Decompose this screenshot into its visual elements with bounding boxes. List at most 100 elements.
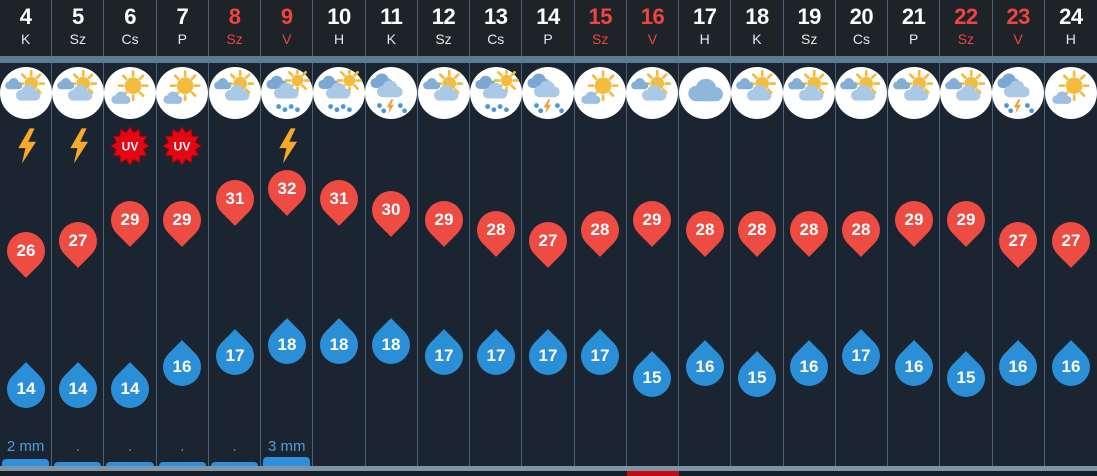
day-header: 23 V: [992, 0, 1044, 56]
low-temp-marker: 14: [50, 362, 105, 416]
low-temp-marker: 14: [0, 362, 53, 416]
sun-cloud-icon: [163, 70, 201, 104]
weather-icon-circle[interactable]: [521, 67, 574, 119]
weather-icon-circle[interactable]: [313, 67, 366, 119]
low-temp-value: 17: [225, 346, 245, 365]
low-temp-value: 15: [956, 368, 976, 387]
weather-icon-circle[interactable]: [365, 67, 418, 119]
weather-icon-circle[interactable]: [1044, 67, 1097, 119]
weather-icon-circle[interactable]: [0, 67, 52, 119]
day-column-7[interactable]: 7 P UV 29 16 .: [155, 0, 210, 476]
day-column-4[interactable]: 4 K 26 14 2 mm: [0, 0, 53, 476]
weather-icon-circle[interactable]: [104, 67, 157, 119]
weather-icon-circle[interactable]: [574, 67, 627, 119]
weather-icon-circle[interactable]: [417, 67, 470, 119]
day-of-week-label: Cs: [487, 31, 505, 47]
rain-thunder-icon: [527, 73, 564, 114]
low-temp-marker: 17: [207, 329, 262, 383]
bottom-scrollbar[interactable]: [0, 471, 1097, 476]
weather-icon-circle[interactable]: [939, 67, 992, 119]
low-temp-marker: 17: [573, 329, 628, 383]
low-temp-marker: 14: [103, 362, 157, 416]
day-column-8[interactable]: 8 Sz 31 17 .: [207, 0, 262, 476]
weather-icon-circle[interactable]: [260, 67, 313, 119]
day-column-24[interactable]: 24 H 27 16: [1043, 0, 1097, 476]
day-of-week-label: Sz: [226, 31, 243, 47]
day-column-5[interactable]: 5 Sz 27 14 .: [50, 0, 105, 476]
day-number: 10: [327, 4, 351, 29]
day-column-10[interactable]: 10 H 31 18: [312, 0, 366, 476]
day-column-14[interactable]: 14 P 27 17: [521, 0, 575, 476]
high-temp-marker: 29: [416, 193, 471, 247]
day-column-23[interactable]: 23 V 27 16: [991, 0, 1045, 476]
day-column-13[interactable]: 13 Cs 28 17: [468, 0, 523, 476]
uv-badge: UV: [162, 126, 203, 171]
partly-cloudy-icon: [736, 70, 777, 101]
day-header: 11 K: [365, 0, 417, 56]
high-temp-value: 27: [538, 230, 558, 250]
high-temp-marker: 28: [677, 203, 732, 258]
low-temp-marker: 16: [677, 340, 732, 394]
day-column-15[interactable]: 15 Sz 28 17: [573, 0, 628, 476]
day-column-21[interactable]: 21 P 29 16: [886, 0, 941, 476]
high-temp-value: 31: [225, 189, 245, 209]
lightning-badge: [276, 126, 298, 171]
weather-icon-circle[interactable]: [887, 67, 940, 119]
partly-cloudy-icon: [840, 70, 881, 101]
day-column-16[interactable]: 16 V 29 15: [625, 0, 680, 476]
day-of-week-label: Sz: [801, 31, 818, 47]
low-temp-value: 15: [643, 368, 662, 387]
weather-icon-circle[interactable]: [626, 67, 679, 119]
weather-icon-circle[interactable]: [992, 67, 1045, 119]
partly-cloudy-icon: [892, 70, 933, 101]
day-of-week-label: Sz: [69, 31, 87, 47]
day-number: 5: [71, 4, 84, 29]
high-temp-marker: 26: [0, 223, 53, 278]
high-temp-marker: 28: [730, 203, 784, 258]
weather-icon-circle[interactable]: [730, 67, 783, 119]
day-column-11[interactable]: 11 K 30 18: [364, 0, 419, 476]
day-header: 17 H: [679, 0, 731, 56]
sun-cloud-icon: [581, 70, 619, 104]
low-temp-marker: 15: [625, 351, 680, 405]
day-column-18[interactable]: 18 K 28 15: [730, 0, 784, 476]
day-column-20[interactable]: 20 Cs 28 17: [834, 0, 889, 476]
weather-icon-circle[interactable]: [51, 67, 104, 119]
day-column-22[interactable]: 22 Sz 29 15: [939, 0, 993, 476]
day-column-6[interactable]: 6 Cs UV 29 14 .: [103, 0, 157, 476]
day-header: 21 P: [888, 0, 940, 56]
weather-icon-circle[interactable]: [469, 67, 522, 119]
day-column-17[interactable]: 17 H 28 16: [677, 0, 732, 476]
low-temp-value: 14: [120, 379, 140, 398]
day-column-9[interactable]: 9 V 32 18 3 mm: [259, 0, 314, 476]
day-column-19[interactable]: 19 Sz 28 16: [782, 0, 837, 476]
weather-icon-circle[interactable]: [208, 67, 261, 119]
weather-icon-circle[interactable]: [835, 67, 888, 119]
precipitation-bar: [106, 462, 154, 466]
precipitation-label: .: [180, 438, 185, 455]
lightning-icon: [279, 128, 297, 164]
weather-icon-circle[interactable]: [783, 67, 836, 119]
partly-cloudy-icon: [422, 70, 463, 101]
weather-icon-circle[interactable]: [678, 67, 731, 119]
day-column-12[interactable]: 12 Sz 29 17: [416, 0, 471, 476]
low-temp-marker: 17: [416, 329, 471, 383]
day-header: 13 Cs: [470, 0, 522, 56]
svg-text:UV: UV: [174, 140, 191, 154]
precipitation-label: 3 mm: [268, 438, 306, 455]
day-of-week-label: Sz: [592, 31, 609, 47]
low-temp-value: 16: [904, 357, 924, 376]
partly-cloudy-icon: [631, 70, 672, 101]
sun-cloud-icon: [111, 70, 149, 104]
high-temp-marker: 28: [573, 203, 628, 258]
high-temp-value: 26: [16, 240, 36, 260]
high-temp-value: 29: [643, 209, 662, 229]
weather-icon-circle[interactable]: [156, 67, 209, 119]
day-number: 22: [954, 4, 978, 29]
low-temp-marker: 17: [521, 329, 575, 383]
day-number: 23: [1006, 4, 1030, 29]
high-temp-value: 32: [277, 179, 297, 198]
high-temp-value: 29: [120, 209, 140, 229]
day-number: 21: [901, 4, 926, 29]
